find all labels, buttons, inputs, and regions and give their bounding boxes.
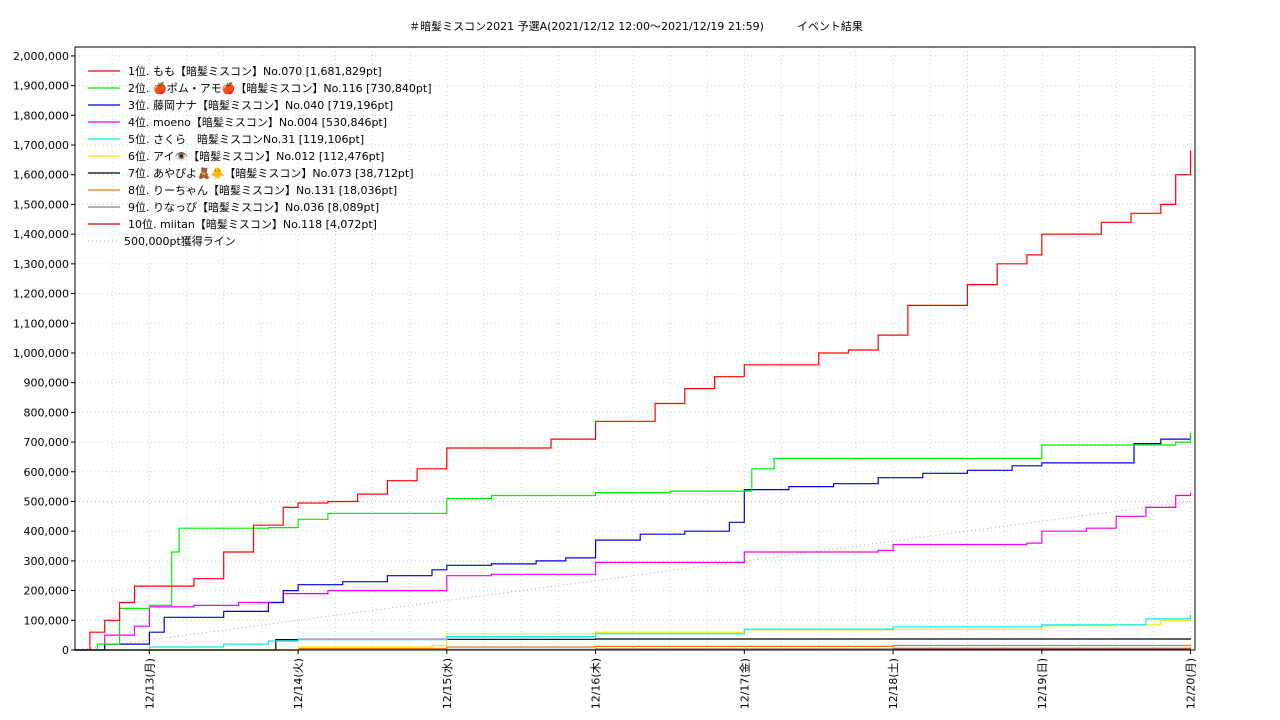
legend-item: 7位. あやぴよ🧸🐥【暗髪ミスコン】No.073 [38,712pt]	[128, 166, 414, 180]
x-axis: 12/13(月) 12/14(火) 12/15(水) 12/16(木) 12/17(金)…	[143, 650, 1198, 709]
legend-item: 1位. もも【暗髪ミスコン】No.070 [1,681,829pt]	[128, 64, 382, 78]
y-axis: 0 100,000 200,000 300,000 400,000 500,000 600,…	[13, 50, 75, 657]
y-tick-label: 400,000	[24, 525, 70, 538]
y-tick-label: 1,300,000	[13, 258, 69, 271]
y-tick-label: 1,700,000	[13, 139, 69, 152]
legend-item: 10位. miitan【暗髪ミスコン】No.118 [4,072pt]	[128, 217, 377, 231]
y-tick-label: 1,500,000	[13, 198, 69, 211]
y-tick-label: 1,400,000	[13, 228, 69, 241]
legend-item: 2位. 🍎ポム・アモ🍎【暗髪ミスコン】No.116 [730,840pt]	[128, 81, 432, 95]
x-tick-label: 12/18(土)	[887, 658, 900, 709]
y-tick-label: 1,100,000	[13, 317, 69, 330]
y-tick-label: 1,900,000	[13, 80, 69, 93]
legend-item: 6位. アイ👁️【暗髪ミスコン】No.012 [112,476pt]	[128, 149, 384, 163]
y-tick-label: 1,000,000	[13, 347, 69, 360]
grid	[75, 47, 1195, 650]
x-tick-label: 12/13(月)	[143, 658, 156, 709]
series-line-2	[75, 432, 1192, 651]
y-tick-label: 800,000	[24, 406, 70, 419]
reference-lines	[74, 500, 1195, 651]
y-tick-label: 600,000	[24, 466, 70, 479]
y-tick-label: 2,000,000	[13, 50, 69, 63]
y-tick-label: 500,000	[24, 495, 70, 508]
y-tick-label: 0	[62, 644, 69, 657]
x-tick-label: 12/19(日)	[1036, 658, 1049, 709]
y-tick-label: 700,000	[24, 436, 70, 449]
legend: 1位. もも【暗髪ミスコン】No.070 [1,681,829pt] 2位. 🍎ポ…	[88, 64, 432, 248]
x-tick-label: 12/14(火)	[292, 658, 305, 709]
series-line-1	[75, 150, 1192, 651]
y-tick-label: 300,000	[24, 555, 70, 568]
y-tick-label: 1,200,000	[13, 288, 69, 301]
y-tick-label: 200,000	[24, 585, 70, 598]
series-line-4	[75, 492, 1192, 651]
legend-item: 5位. さくら 暗髪ミスコンNo.31 [119,106pt]	[128, 132, 364, 146]
legend-item-reference: 500,000pt獲得ライン	[124, 235, 236, 248]
legend-item: 8位. りーちゃん【暗髪ミスコン】No.131 [18,036pt]	[128, 183, 397, 197]
chart-title: ＃暗髪ミスコン2021 予選A(2021/12/12 12:00～2021/12…	[409, 19, 863, 33]
plot-frame	[74, 46, 1196, 651]
x-tick-label: 12/17(金)	[737, 658, 751, 709]
legend-item: 9位. りなっぴ【暗髪ミスコン】No.036 [8,089pt]	[128, 200, 379, 214]
series-line-3	[75, 436, 1192, 651]
x-tick-label: 12/20(月)	[1185, 658, 1198, 709]
y-tick-label: 900,000	[24, 377, 70, 390]
series-line-5	[75, 614, 1192, 651]
y-tick-label: 1,600,000	[13, 169, 69, 182]
y-tick-label: 100,000	[24, 614, 70, 627]
x-tick-label: 12/16(木)	[590, 658, 603, 709]
x-tick-label: 12/15(水)	[441, 658, 454, 709]
legend-item: 3位. 藤岡ナナ【暗髪ミスコン】No.040 [719,196pt]	[128, 98, 393, 112]
y-tick-label: 1,800,000	[13, 109, 69, 122]
legend-item: 4位. moeno【暗髪ミスコン】No.004 [530,846pt]	[128, 115, 387, 129]
